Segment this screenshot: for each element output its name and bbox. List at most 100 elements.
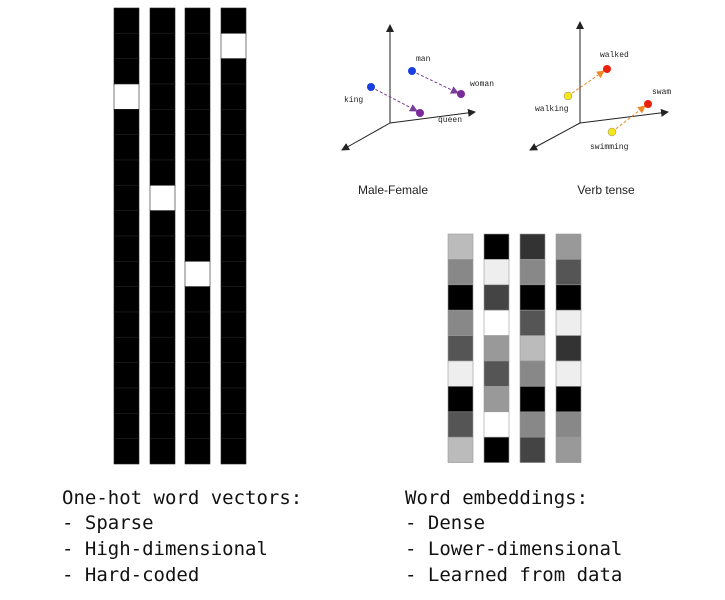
cell (184, 311, 211, 338)
cell (220, 159, 247, 186)
cell (149, 210, 176, 237)
point-label: queen (438, 116, 462, 125)
point (603, 65, 611, 73)
cell (113, 311, 140, 338)
cell (220, 109, 247, 135)
cell (483, 309, 510, 336)
bullet: - Hard-coded (62, 564, 199, 586)
point-label: swimming (590, 143, 629, 152)
cell (184, 235, 211, 262)
cell (113, 109, 140, 135)
cell (149, 58, 176, 85)
cell (220, 210, 247, 237)
cell (184, 83, 211, 110)
cell (149, 185, 176, 211)
plot-verb-tense (529, 21, 669, 151)
point (408, 67, 416, 75)
cell (113, 438, 140, 465)
cell (113, 83, 140, 110)
cell (149, 261, 176, 287)
point (416, 109, 424, 117)
cell (220, 413, 247, 439)
point (563, 91, 573, 101)
cell (519, 436, 546, 463)
point-label: swam (652, 88, 671, 97)
cell (519, 386, 546, 413)
cell (555, 309, 582, 336)
cell (184, 387, 211, 414)
cell (149, 109, 176, 135)
cell (184, 159, 211, 186)
cell (113, 337, 140, 363)
cell (113, 185, 140, 211)
cell (220, 311, 247, 338)
cell (149, 387, 176, 414)
caption: Verb tense (577, 183, 635, 197)
cell (220, 33, 247, 59)
cell (184, 58, 211, 85)
cell (483, 335, 510, 362)
cell (149, 83, 176, 110)
cell (149, 413, 176, 439)
cell (220, 286, 247, 313)
point (607, 127, 617, 137)
cell (184, 134, 211, 161)
cell (113, 134, 140, 161)
cell (555, 386, 582, 413)
cell (555, 284, 582, 311)
cell (220, 235, 247, 262)
heading: Word embeddings: (405, 487, 588, 509)
cell (483, 233, 510, 260)
cell (483, 436, 510, 463)
bullet: - Lower-dimensional (405, 538, 622, 560)
cell (220, 185, 247, 211)
cell (184, 438, 211, 465)
cell (149, 362, 176, 389)
cell (447, 335, 474, 362)
cell (519, 284, 546, 311)
cell (220, 362, 247, 389)
cell (220, 438, 247, 465)
cell (555, 360, 582, 387)
cell (447, 436, 474, 463)
bullet: - Learned from data (405, 564, 622, 586)
cell (184, 362, 211, 389)
cell (220, 387, 247, 414)
cell (184, 337, 211, 363)
bullet: - Sparse (62, 512, 154, 534)
point (644, 100, 652, 108)
cell (519, 309, 546, 336)
bullet: - High-dimensional (62, 538, 268, 560)
cell (113, 210, 140, 237)
cell (149, 159, 176, 186)
cell (220, 83, 247, 110)
plot-male-female (341, 24, 476, 151)
cell (184, 286, 211, 313)
cell (149, 33, 176, 59)
cell (519, 360, 546, 387)
cell (519, 335, 546, 362)
point-label: king (344, 96, 363, 105)
cell (113, 58, 140, 85)
cell (184, 7, 211, 34)
cell (519, 259, 546, 286)
cell (113, 33, 140, 59)
heading: One-hot word vectors: (62, 487, 302, 509)
cell (447, 309, 474, 336)
cell (113, 362, 140, 389)
cell (149, 311, 176, 338)
cell (149, 134, 176, 161)
cell (447, 360, 474, 387)
cell (220, 261, 247, 287)
cell (555, 259, 582, 286)
cell (113, 261, 140, 287)
cell (519, 233, 546, 260)
cell (555, 335, 582, 362)
cell (184, 261, 211, 287)
point-label: man (416, 55, 431, 64)
cell (149, 438, 176, 465)
cell (220, 337, 247, 363)
point-label: walked (600, 51, 629, 60)
cell (184, 210, 211, 237)
